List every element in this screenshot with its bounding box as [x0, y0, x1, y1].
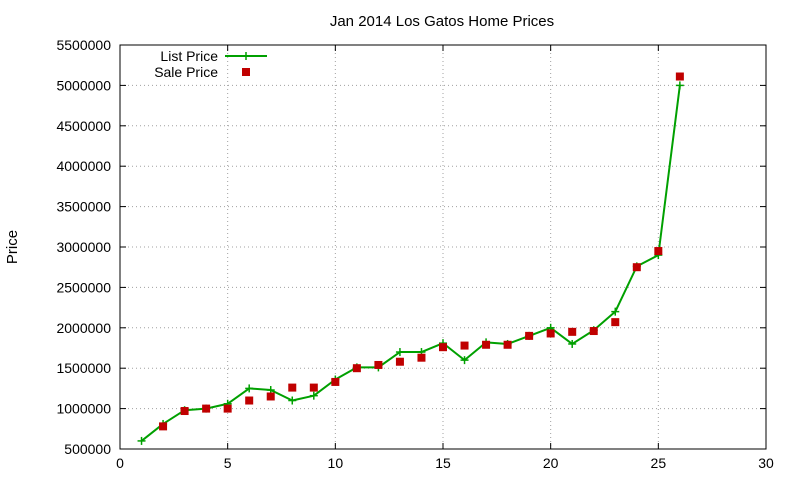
list-price-point [309, 391, 318, 400]
sale-price-point [395, 357, 404, 366]
sale-price-point [611, 318, 620, 327]
series-markers [137, 72, 684, 445]
list-price-point [137, 436, 146, 445]
sale-price-point [654, 247, 663, 256]
sale-price-point [568, 327, 577, 336]
sale-price-point [180, 407, 189, 416]
sale-price-point [159, 422, 168, 431]
sale-price-point [309, 383, 318, 392]
y-tick-label: 4500000 [56, 118, 111, 134]
x-tick-label: 5 [224, 455, 232, 471]
sale-price-point [331, 377, 340, 386]
x-tick-label: 30 [758, 455, 774, 471]
sale-price-point [632, 263, 641, 272]
x-tick-label: 20 [543, 455, 559, 471]
y-tick-label: 3000000 [56, 239, 111, 255]
list-price-line [140, 85, 681, 442]
sale-price-point [417, 353, 426, 362]
y-tick-label: 4000000 [56, 158, 111, 174]
legend-label-list-price: List Price [160, 48, 218, 64]
sale-price-point [460, 341, 469, 350]
x-tick-label: 10 [328, 455, 344, 471]
y-tick-label: 2000000 [56, 320, 111, 336]
legend-marker-sale-price [242, 68, 250, 76]
sale-price-point [352, 364, 361, 373]
sale-price-point [589, 327, 598, 336]
sale-price-point [675, 72, 684, 81]
y-tick-label: 2500000 [56, 279, 111, 295]
grid-lines [120, 45, 766, 449]
list-price-point [460, 356, 469, 365]
y-axis-label: Price [4, 230, 21, 264]
list-price-point [245, 384, 254, 393]
y-tick-label: 500000 [64, 441, 111, 457]
list-price-point [288, 396, 297, 405]
sale-price-point [245, 396, 254, 405]
x-tick-label: 15 [435, 455, 451, 471]
sale-price-point [482, 340, 491, 349]
list-price-point [568, 339, 577, 348]
y-tick-label: 1000000 [56, 401, 111, 417]
list-price-point [675, 81, 684, 90]
y-tick-label: 5000000 [56, 77, 111, 93]
axis-ticks: 0 5 10 15 20 25 30 500000 1000000 1500000 2000000 2… [56, 37, 774, 471]
legend-marker-list-price [242, 52, 250, 60]
sale-price-point [525, 331, 534, 340]
sale-price-point [374, 360, 383, 369]
x-tick-label: 25 [651, 455, 667, 471]
sale-price-point [223, 404, 232, 413]
sale-price-point [439, 343, 447, 352]
sale-price-point [546, 329, 555, 338]
series-lines [140, 85, 681, 442]
list-price-point [395, 348, 404, 357]
chart-title: Jan 2014 Los Gatos Home Prices [330, 13, 554, 30]
sale-price-point [202, 404, 211, 413]
sale-price-point [503, 340, 512, 349]
y-tick-label: 5500000 [56, 37, 111, 53]
y-tick-label: 1500000 [56, 360, 111, 376]
list-price-point [611, 307, 620, 316]
y-tick-label: 3500000 [56, 199, 111, 215]
sale-price-point [266, 392, 275, 401]
x-tick-label: 0 [116, 455, 124, 471]
legend-label-sale-price: Sale Price [154, 64, 218, 80]
sale-price-point [288, 383, 297, 392]
